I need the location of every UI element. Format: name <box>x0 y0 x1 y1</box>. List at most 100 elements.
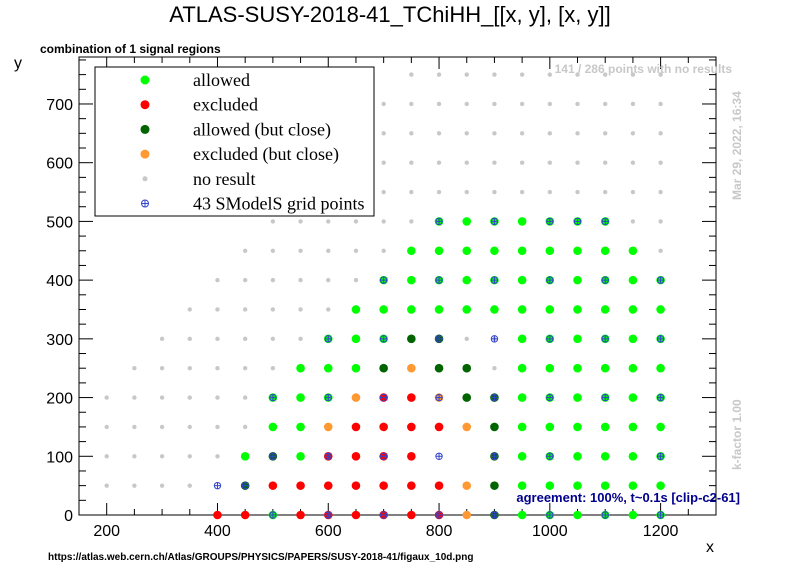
data-points <box>104 72 665 520</box>
point-no-result <box>381 189 386 195</box>
point-no-result <box>492 366 497 371</box>
point-allowed <box>240 451 250 461</box>
grid-point-marker <box>656 511 665 519</box>
point-no-result <box>242 395 248 400</box>
point-excluded <box>351 451 361 461</box>
point-no-result <box>270 336 276 342</box>
point-no-result <box>575 189 580 195</box>
point-allowed-close <box>462 393 472 402</box>
point-no-result <box>187 483 192 488</box>
point-no-result <box>159 336 165 342</box>
point-no-result <box>298 248 303 253</box>
point-no-result <box>242 336 248 342</box>
point-excluded <box>407 481 416 490</box>
point-allowed <box>545 422 555 432</box>
point-no-result <box>187 366 192 371</box>
y-tick-label: 300 <box>46 332 73 349</box>
point-excluded <box>379 481 388 490</box>
point-no-result <box>298 219 303 224</box>
grid-point-marker <box>601 217 609 226</box>
point-allowed <box>268 422 278 432</box>
grid-point-marker <box>379 452 388 460</box>
point-no-result <box>242 307 248 312</box>
legend-marker-allowed-close <box>140 124 150 134</box>
point-allowed <box>628 393 638 402</box>
y-tick-label: 0 <box>64 508 73 525</box>
point-allowed <box>656 305 665 314</box>
point-allowed <box>545 363 555 373</box>
grid-point-markers <box>213 217 665 519</box>
point-no-result <box>381 160 386 165</box>
point-allowed <box>573 275 582 285</box>
point-allowed <box>517 363 527 373</box>
point-allowed <box>545 305 555 314</box>
point-allowed <box>656 481 665 490</box>
point-allowed <box>517 217 527 226</box>
point-no-result <box>159 424 165 430</box>
point-no-result <box>381 101 386 107</box>
point-no-result <box>547 101 553 107</box>
point-excluded <box>296 510 305 520</box>
point-no-result <box>436 160 442 165</box>
legend-label: excluded <box>193 95 258 115</box>
point-allowed <box>296 422 305 432</box>
point-no-result <box>215 277 220 283</box>
y-tick-label: 100 <box>46 449 73 466</box>
grid-point-marker <box>241 481 249 490</box>
point-allowed <box>517 334 527 344</box>
point-no-result <box>215 395 220 400</box>
point-no-result <box>603 131 608 136</box>
point-no-result <box>436 189 442 195</box>
timestamp: Mar 29, 2022, 16:34 <box>730 91 744 200</box>
point-allowed <box>379 305 388 314</box>
point-allowed <box>600 246 610 256</box>
point-allowed <box>351 334 361 344</box>
point-allowed <box>600 422 610 432</box>
grid-point-marker <box>379 335 388 343</box>
point-no-result <box>242 277 248 283</box>
point-allowed <box>628 246 638 256</box>
point-no-result <box>658 101 663 107</box>
x-tick-label: 800 <box>426 523 453 540</box>
point-excluded-close <box>351 393 361 402</box>
tick-labels: 200 400 600 800 1000 1200 0 100 200 300 400 500 600 7… <box>46 97 678 540</box>
point-no-result <box>603 101 608 107</box>
point-no-result <box>409 72 414 77</box>
legend-marker-excluded-close <box>140 149 150 159</box>
point-no-result <box>187 307 192 312</box>
point-allowed <box>545 246 555 256</box>
k-factor-note: k-factor 1.00 <box>730 399 744 470</box>
grid-point-marker <box>213 481 222 490</box>
point-no-result <box>409 219 414 224</box>
point-no-result <box>270 366 276 371</box>
grid-point-marker <box>490 217 499 226</box>
y-tick-label: 600 <box>46 156 73 173</box>
point-allowed <box>628 481 638 490</box>
point-no-result <box>187 336 192 342</box>
grid-point-marker <box>269 452 277 460</box>
point-no-result <box>353 248 359 253</box>
point-no-result <box>215 454 220 459</box>
point-allowed <box>462 246 472 256</box>
point-no-result <box>132 424 137 430</box>
point-allowed-close <box>434 363 444 373</box>
grid-point-marker <box>601 335 609 343</box>
legend-marker-excluded <box>140 100 150 110</box>
point-allowed <box>573 510 582 520</box>
point-no-result <box>630 219 636 224</box>
point-no-result <box>492 160 497 165</box>
grid-point-marker <box>601 393 609 402</box>
grid-point-marker <box>435 335 443 343</box>
point-no-result <box>353 277 359 283</box>
grid-point-marker <box>656 393 665 402</box>
point-no-result <box>464 131 469 136</box>
grid-point-marker <box>324 452 332 460</box>
point-no-result <box>464 160 469 165</box>
point-allowed <box>573 451 582 461</box>
point-allowed <box>407 305 416 314</box>
point-no-result <box>464 189 469 195</box>
point-no-result <box>630 160 636 165</box>
point-no-result <box>242 366 248 371</box>
point-allowed <box>628 363 638 373</box>
